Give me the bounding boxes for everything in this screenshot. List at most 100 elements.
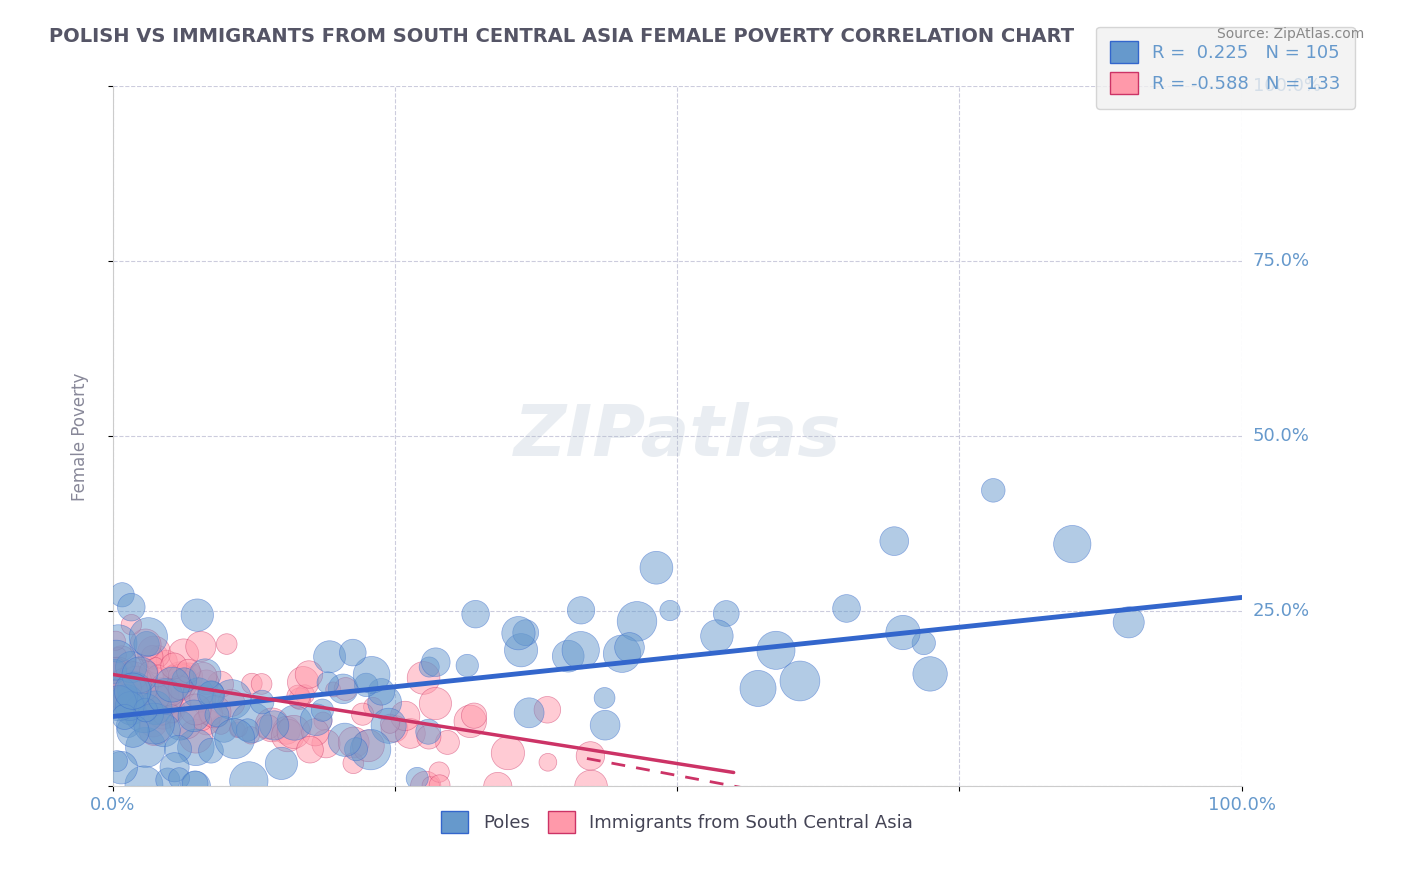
Point — [579, 748, 602, 763]
Point — [125, 674, 148, 689]
Point — [146, 671, 169, 685]
Point — [335, 681, 357, 696]
Point — [195, 675, 218, 690]
Text: POLISH VS IMMIGRANTS FROM SOUTH CENTRAL ASIA FEMALE POVERTY CORRELATION CHART: POLISH VS IMMIGRANTS FROM SOUTH CENTRAL … — [49, 27, 1074, 45]
Point — [104, 665, 127, 679]
Point — [143, 723, 166, 737]
Point — [458, 714, 481, 729]
Point — [200, 706, 222, 721]
Point — [149, 689, 172, 703]
Point — [104, 668, 127, 682]
Point — [184, 740, 207, 755]
Point — [127, 682, 149, 697]
Point — [153, 723, 176, 738]
Point — [145, 658, 167, 673]
Point — [117, 690, 139, 705]
Point — [508, 626, 530, 640]
Point — [120, 660, 142, 674]
Point — [121, 694, 143, 708]
Point — [486, 780, 509, 794]
Point — [316, 675, 339, 690]
Point — [152, 706, 174, 721]
Point — [288, 691, 311, 706]
Point — [920, 666, 942, 681]
Point — [162, 678, 184, 692]
Point — [117, 718, 139, 732]
Point — [184, 729, 207, 743]
Point — [142, 690, 165, 705]
Point — [981, 483, 1004, 498]
Point — [510, 643, 533, 657]
Point — [115, 681, 138, 695]
Point — [128, 668, 150, 682]
Point — [374, 696, 396, 710]
Point — [184, 780, 207, 794]
Point — [108, 690, 131, 705]
Point — [160, 703, 183, 717]
Point — [170, 670, 193, 684]
Point — [569, 643, 592, 657]
Point — [174, 716, 197, 731]
Point — [209, 677, 232, 691]
Point — [145, 687, 167, 701]
Point — [120, 703, 142, 717]
Point — [143, 716, 166, 731]
Point — [107, 636, 129, 650]
Point — [240, 715, 263, 730]
Point — [496, 746, 519, 760]
Point — [294, 688, 316, 702]
Point — [142, 716, 165, 731]
Point — [193, 669, 215, 683]
Point — [122, 669, 145, 683]
Point — [167, 771, 190, 785]
Point — [215, 637, 238, 651]
Point — [121, 694, 143, 708]
Point — [128, 669, 150, 683]
Point — [169, 672, 191, 686]
Point — [107, 681, 129, 696]
Point — [177, 664, 200, 678]
Point — [315, 737, 337, 751]
Point — [1118, 615, 1140, 630]
Point — [406, 772, 429, 786]
Point — [891, 625, 914, 640]
Point — [110, 669, 132, 683]
Point — [456, 658, 478, 673]
Point — [384, 722, 406, 736]
Point — [257, 720, 280, 734]
Point — [124, 681, 146, 696]
Point — [120, 600, 142, 615]
Point — [112, 673, 135, 688]
Point — [377, 719, 399, 733]
Point — [156, 772, 179, 787]
Point — [352, 707, 374, 722]
Point — [537, 756, 560, 770]
Point — [415, 780, 437, 794]
Point — [163, 659, 186, 673]
Point — [131, 680, 153, 694]
Point — [318, 649, 340, 664]
Point — [263, 718, 285, 732]
Point — [112, 682, 135, 697]
Point — [112, 673, 135, 687]
Point — [436, 735, 458, 749]
Point — [169, 681, 191, 695]
Point — [120, 617, 142, 632]
Point — [304, 725, 326, 739]
Point — [143, 646, 166, 660]
Point — [238, 773, 260, 788]
Point — [262, 718, 284, 732]
Point — [160, 668, 183, 682]
Point — [173, 673, 195, 688]
Point — [135, 637, 157, 651]
Point — [610, 647, 633, 661]
Point — [427, 765, 450, 780]
Point — [136, 690, 159, 704]
Point — [200, 688, 222, 702]
Point — [138, 664, 160, 678]
Point — [138, 630, 160, 644]
Point — [343, 735, 366, 749]
Point — [716, 607, 738, 621]
Point — [184, 702, 207, 716]
Text: ZIPatlas: ZIPatlas — [513, 402, 841, 471]
